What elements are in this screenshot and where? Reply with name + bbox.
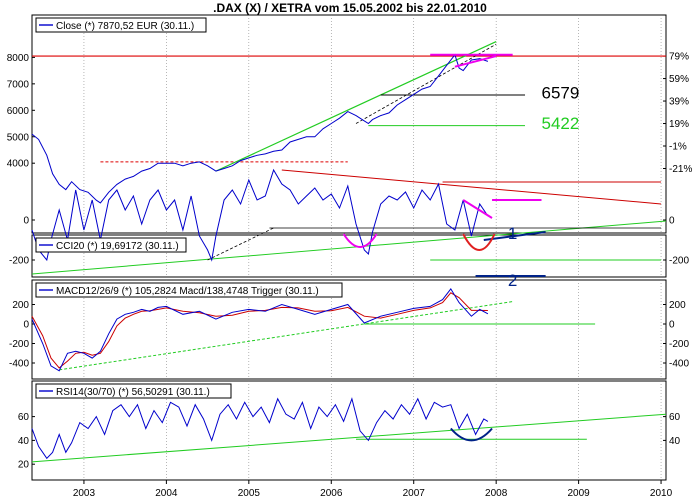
right-tick-label: 0 (669, 216, 675, 227)
trend-line (215, 40, 497, 172)
x-tick-label: 2009 (567, 488, 590, 499)
legend-box: Close (*) 7870,52 EUR (30.11.) (35, 17, 207, 33)
macd-trend-dashed (59, 301, 513, 371)
legend-frame (35, 17, 207, 33)
legend-frame (35, 383, 232, 399)
right-tick-label: 0 (669, 320, 675, 331)
left-tick-label: 6000 (7, 106, 30, 117)
legend-frame (35, 282, 343, 298)
right-tick-label: -400 (669, 359, 689, 370)
right-tick-label: 79% (669, 52, 689, 63)
legend-label: MACD12/26/9 (*) 105,2824 Macd/138,4748 T… (56, 286, 319, 297)
legend-label: CCI20 (*) 19,69172 (30.11.) (56, 241, 179, 252)
annotation-6579: 6579 (542, 83, 580, 102)
annotation-2: 2 (508, 271, 517, 290)
rsi-trend-line (31, 413, 667, 463)
x-tick-label: 2007 (403, 488, 426, 499)
annotation-5422: 5422 (542, 114, 580, 133)
x-tick-label: 2004 (155, 488, 178, 499)
cci-blue-line (483, 231, 546, 241)
legend-frame (35, 237, 187, 253)
right-tick-label: -200 (669, 256, 689, 267)
right-tick-label: -1% (669, 142, 687, 153)
legend-label: Close (*) 7870,52 EUR (30.11.) (56, 21, 194, 32)
x-tick-label: 2006 (320, 488, 343, 499)
left-tick-label: 60 (18, 412, 30, 423)
right-tick-label: -200 (669, 339, 689, 350)
right-tick-label: 200 (669, 300, 686, 311)
cci-magenta-drop (462, 199, 493, 219)
panel-frame (31, 279, 667, 380)
left-tick-label: 7000 (7, 79, 30, 90)
magenta-rising-line (454, 55, 497, 68)
annotation-1: 1 (508, 224, 517, 243)
macd-line (31, 288, 489, 372)
panel-frame (31, 234, 667, 278)
chart-title: .DAX (X) / XETRA vom 15.05.2002 bis 22.0… (213, 1, 487, 15)
left-tick-label: 4000 (7, 159, 30, 170)
cci-trend-line (31, 220, 667, 275)
right-tick-label: 60 (669, 412, 681, 423)
cci-red-arc (462, 233, 496, 251)
cci-dashed-line (207, 227, 274, 261)
legend-label: RSI14(30/70) (*) 56,50291 (30.11.) (56, 387, 210, 398)
x-tick-label: 2003 (73, 488, 96, 499)
price-line (31, 53, 489, 204)
right-tick-label: -21% (669, 164, 692, 175)
x-tick-label: 2010 (650, 488, 673, 499)
left-tick-label: 5000 (7, 132, 30, 143)
left-tick-label: 40 (18, 436, 30, 447)
left-tick-label: -200 (9, 256, 29, 267)
legend-box: RSI14(30/70) (*) 56,50291 (30.11.) (35, 383, 232, 399)
x-tick-label: 2008 (485, 488, 508, 499)
legend-box: MACD12/26/9 (*) 105,2824 Macd/138,4748 T… (35, 282, 343, 298)
x-tick-label: 2005 (238, 488, 261, 499)
cci-down-trend (281, 169, 662, 205)
rsi-blue-arc (450, 427, 493, 442)
right-tick-label: 19% (669, 119, 689, 130)
left-tick-label: 200 (12, 300, 29, 311)
legend-box: CCI20 (*) 19,69172 (30.11.) (35, 237, 187, 253)
left-tick-label: 0 (23, 320, 29, 331)
left-tick-label: 20 (18, 460, 30, 471)
cci-line (31, 168, 489, 262)
left-tick-label: 8000 (7, 53, 30, 64)
rsi-line (31, 397, 489, 460)
right-tick-label: 40 (669, 436, 681, 447)
left-tick-label: 0 (23, 216, 29, 227)
macd-trigger-line (31, 292, 488, 369)
dashed-trend-line (355, 43, 497, 124)
right-tick-label: 59% (669, 74, 689, 85)
left-tick-label: -400 (9, 359, 29, 370)
left-tick-label: -200 (9, 339, 29, 350)
cci-magenta-arc (342, 233, 378, 248)
right-tick-label: 39% (669, 97, 689, 108)
panel-frame (31, 380, 667, 481)
